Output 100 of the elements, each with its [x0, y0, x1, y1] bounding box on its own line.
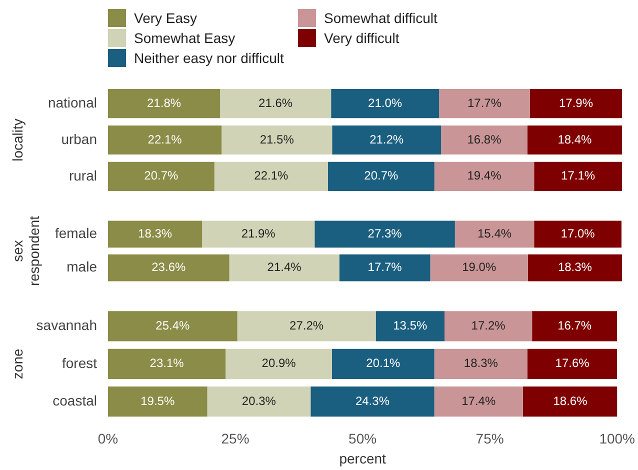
bar — [332, 125, 442, 155]
bar — [207, 386, 311, 417]
data-label: 21.9% — [241, 226, 276, 241]
bar — [108, 89, 220, 118]
data-label: 13.5% — [393, 318, 428, 333]
y-tick-label: national — [48, 94, 97, 110]
bar — [534, 220, 622, 248]
bar — [434, 348, 528, 379]
x-tick-label: 25% — [221, 430, 250, 447]
data-label: 27.2% — [290, 318, 324, 333]
bar — [527, 125, 622, 155]
bar — [522, 386, 618, 417]
data-label: 17.6% — [555, 356, 590, 370]
bar — [328, 162, 434, 191]
y-tick-label: savannah — [36, 317, 97, 334]
bar — [310, 386, 434, 417]
bar — [441, 125, 528, 155]
y-tick-label: male — [66, 258, 98, 275]
data-label: 18.3% — [558, 260, 592, 274]
data-label: 20.3% — [242, 394, 276, 408]
data-label: 23.1% — [150, 356, 184, 370]
data-label: 24.3% — [355, 394, 390, 408]
bar — [314, 220, 455, 248]
bar — [108, 311, 238, 342]
data-label: 17.7% — [368, 260, 402, 274]
data-label: 20.7% — [144, 168, 179, 183]
bar — [108, 348, 226, 379]
data-label: 17.4% — [462, 394, 496, 408]
data-label: 18.3% — [138, 226, 172, 241]
y-tick-label: urban — [61, 130, 97, 147]
bar — [532, 311, 618, 342]
bar — [331, 89, 440, 118]
data-label: 18.6% — [553, 394, 588, 408]
data-label: 17.9% — [558, 96, 594, 110]
data-label: 20.9% — [262, 356, 296, 370]
data-label: 18.4% — [558, 132, 592, 146]
data-label: 19.4% — [467, 168, 502, 183]
bar — [339, 254, 430, 282]
bar — [108, 125, 222, 155]
data-label: 20.1% — [366, 356, 401, 370]
data-label: 20.7% — [364, 168, 399, 183]
bar — [108, 254, 230, 282]
x-tick-label: 0% — [98, 430, 118, 447]
y-tick-label: coastal — [52, 392, 97, 408]
data-label: 17.7% — [467, 96, 502, 110]
bar — [534, 162, 622, 191]
data-label: 17.0% — [560, 226, 596, 241]
data-label: 21.0% — [368, 96, 402, 110]
y-axis-title: sex respondent — [9, 216, 42, 286]
data-label: 21.4% — [267, 260, 302, 274]
bar — [108, 162, 214, 191]
bar — [444, 311, 532, 342]
y-axis-title: locality — [9, 118, 26, 162]
bar — [108, 386, 208, 417]
x-axis-title: percent — [339, 450, 386, 466]
bar — [527, 348, 618, 379]
data-label: 15.4% — [478, 226, 512, 241]
bar — [108, 220, 202, 248]
bar — [332, 348, 434, 379]
bar — [214, 162, 328, 191]
bar — [237, 311, 376, 342]
x-tick-label: 75% — [476, 430, 504, 447]
legend-label: Very difficult — [324, 30, 400, 46]
bar — [528, 254, 622, 282]
data-label: 16.7% — [558, 318, 592, 333]
legend-label: Very Easy — [134, 10, 198, 26]
bar — [434, 162, 534, 191]
bar — [229, 254, 340, 282]
data-label: 21.8% — [147, 96, 182, 110]
data-label: 19.0% — [462, 260, 496, 274]
data-label: 21.2% — [370, 132, 404, 146]
data-label: 17.2% — [471, 318, 506, 333]
y-axis-title: zone — [9, 348, 26, 380]
y-tick-label: female — [54, 225, 98, 242]
bar — [430, 254, 528, 282]
x-tick-label: 100% — [599, 430, 636, 447]
y-tick-label: forest — [62, 354, 98, 371]
data-label: 21.5% — [260, 132, 294, 146]
y-tick-label: rural — [68, 167, 97, 184]
bar — [220, 89, 332, 118]
data-label: 17.1% — [561, 168, 596, 183]
legend-label: Neither easy nor difficult — [134, 50, 284, 66]
bar — [222, 125, 332, 155]
data-label: 16.8% — [467, 132, 502, 146]
data-label: 21.6% — [258, 96, 293, 110]
bar — [202, 220, 315, 248]
legend-label: Somewhat difficult — [324, 10, 438, 26]
bar — [434, 386, 523, 417]
x-tick-label: 50% — [348, 430, 377, 447]
bar — [376, 311, 445, 342]
data-label: 23.6% — [152, 260, 186, 274]
bar — [454, 220, 534, 248]
data-label: 25.4% — [156, 318, 190, 333]
bar — [530, 89, 622, 118]
data-label: 18.3% — [464, 356, 498, 370]
bar — [439, 89, 530, 118]
data-label: 22.1% — [254, 168, 289, 183]
bar — [226, 348, 332, 379]
data-label: 19.5% — [140, 394, 175, 408]
data-label: 27.3% — [368, 226, 402, 241]
